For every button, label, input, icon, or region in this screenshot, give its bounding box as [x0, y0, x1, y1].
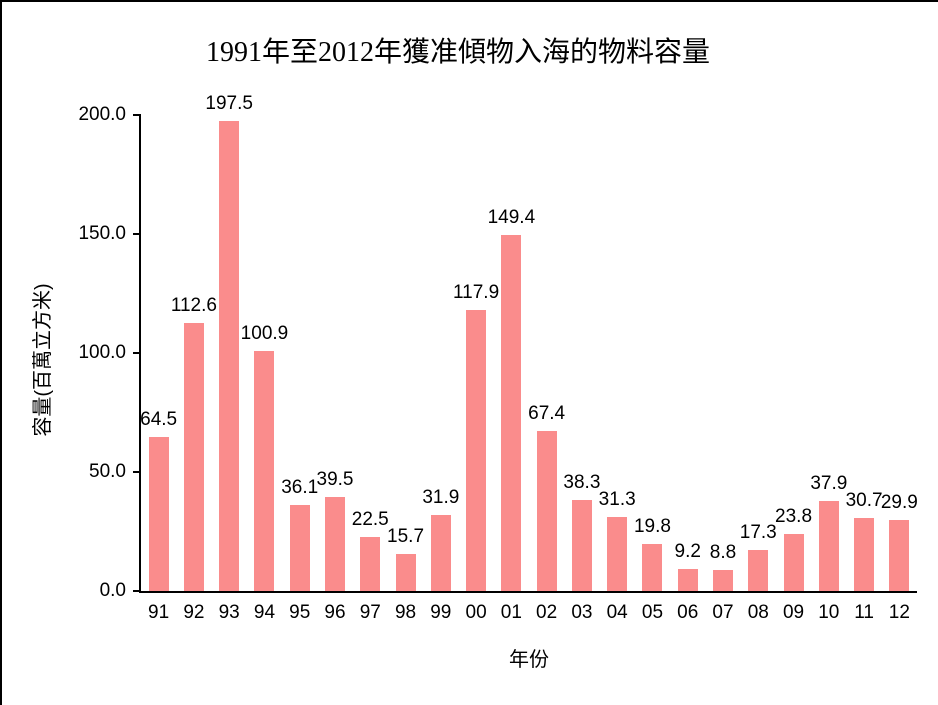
bar-value-label-08: 17.3: [739, 522, 777, 543]
x-tick-label-07: 07: [712, 602, 734, 623]
x-tick-label-96: 96: [324, 602, 346, 623]
bar-value-label-98: 15.7: [387, 526, 425, 547]
x-tick-label-91: 91: [148, 602, 170, 623]
bar-07: [713, 570, 733, 591]
x-tick-label-12: 12: [888, 602, 910, 623]
bar-value-label-97: 22.5: [351, 509, 389, 530]
bar-96: [325, 497, 345, 591]
bar-06: [677, 569, 698, 591]
y-tick-mark-50.0: [133, 471, 141, 473]
bar-03: [571, 500, 592, 591]
x-tick-label-92: 92: [183, 602, 205, 623]
bar-11: [854, 518, 875, 591]
bar-value-label-01: 149.4: [487, 207, 536, 228]
bar-04: [607, 517, 628, 591]
x-tick-label-97: 97: [359, 602, 381, 623]
x-tick-label-00: 00: [465, 602, 487, 623]
bar-value-label-04: 31.3: [598, 489, 636, 510]
x-tick-label-03: 03: [571, 602, 593, 623]
y-tick-mark-150.0: [133, 233, 141, 235]
bar-97: [360, 537, 381, 591]
bar-99: [430, 515, 451, 591]
bar-value-label-02: 67.4: [528, 403, 566, 424]
x-tick-label-04: 04: [606, 602, 628, 623]
y-tick-label-100.0: 100.0: [78, 342, 126, 363]
bar-value-label-93: 197.5: [205, 93, 253, 114]
plot-area: 64.5 112.6 197.5 100.9 36.1 39.5 22.5 15.7 31.9 1…: [139, 94, 918, 593]
y-tick-mark-200.0: [133, 114, 141, 116]
x-tick-label-93: 93: [218, 602, 240, 623]
x-tick-label-02: 02: [536, 602, 558, 623]
bar-value-label-92: 112.6: [170, 295, 217, 316]
bar-10: [818, 501, 839, 591]
bar-98: [395, 554, 416, 591]
x-tick-label-98: 98: [394, 602, 417, 623]
x-tick-label-08: 08: [747, 602, 769, 623]
bar-01: [501, 235, 522, 591]
y-tick-label-150.0: 150.0: [78, 223, 126, 244]
bar-02: [536, 431, 557, 591]
bar-08: [748, 550, 769, 591]
bar-95: [289, 505, 310, 591]
bar-value-label-06: 9.2: [674, 541, 701, 562]
bar-value-label-12: 29.9: [880, 492, 918, 513]
x-tick-label-95: 95: [289, 602, 311, 623]
y-tick-mark-100.0: [133, 352, 141, 354]
x-tick-label-99: 99: [430, 602, 452, 623]
bar-value-label-11: 30.7: [845, 490, 883, 511]
x-axis-title: 年份: [509, 649, 549, 671]
bar-00: [466, 310, 487, 591]
x-tick-label-06: 06: [677, 602, 699, 623]
bar-05: [642, 544, 663, 591]
chart-title: 1991年至2012年獲准傾物入海的物料容量: [205, 37, 710, 68]
bar-93: [219, 121, 240, 591]
x-tick-label-10: 10: [818, 602, 840, 623]
bar-value-label-03: 38.3: [563, 472, 601, 493]
y-tick-label-50.0: 50.0: [89, 461, 126, 482]
bar-value-label-96: 39.5: [316, 469, 354, 490]
bar-value-label-91: 64.5: [140, 409, 178, 430]
bar-91: [148, 437, 169, 591]
x-tick-label-05: 05: [641, 602, 664, 623]
x-tick-label-09: 09: [782, 602, 805, 623]
y-tick-mark-0.0: [133, 590, 141, 592]
bar-value-label-99: 31.9: [422, 487, 460, 508]
y-tick-label-200.0: 200.0: [78, 104, 126, 125]
bar-value-label-00: 117.9: [453, 282, 500, 303]
x-tick-label-94: 94: [253, 602, 276, 623]
bar-value-label-10: 37.9: [810, 473, 848, 494]
bar-92: [183, 323, 204, 591]
x-tick-label-01: 01: [500, 602, 522, 623]
bar-value-label-09: 23.8: [775, 506, 813, 527]
bar-09: [783, 534, 804, 591]
bar-94: [254, 351, 275, 591]
x-tick-label-11: 11: [854, 602, 874, 623]
bar-value-label-95: 36.1: [281, 477, 319, 498]
bar-value-label-07: 8.8: [709, 542, 737, 563]
bar-12: [889, 520, 910, 591]
bar-value-label-05: 19.8: [633, 516, 671, 537]
bar-value-label-94: 100.9: [240, 323, 289, 344]
y-tick-label-0.0: 0.0: [99, 580, 126, 601]
